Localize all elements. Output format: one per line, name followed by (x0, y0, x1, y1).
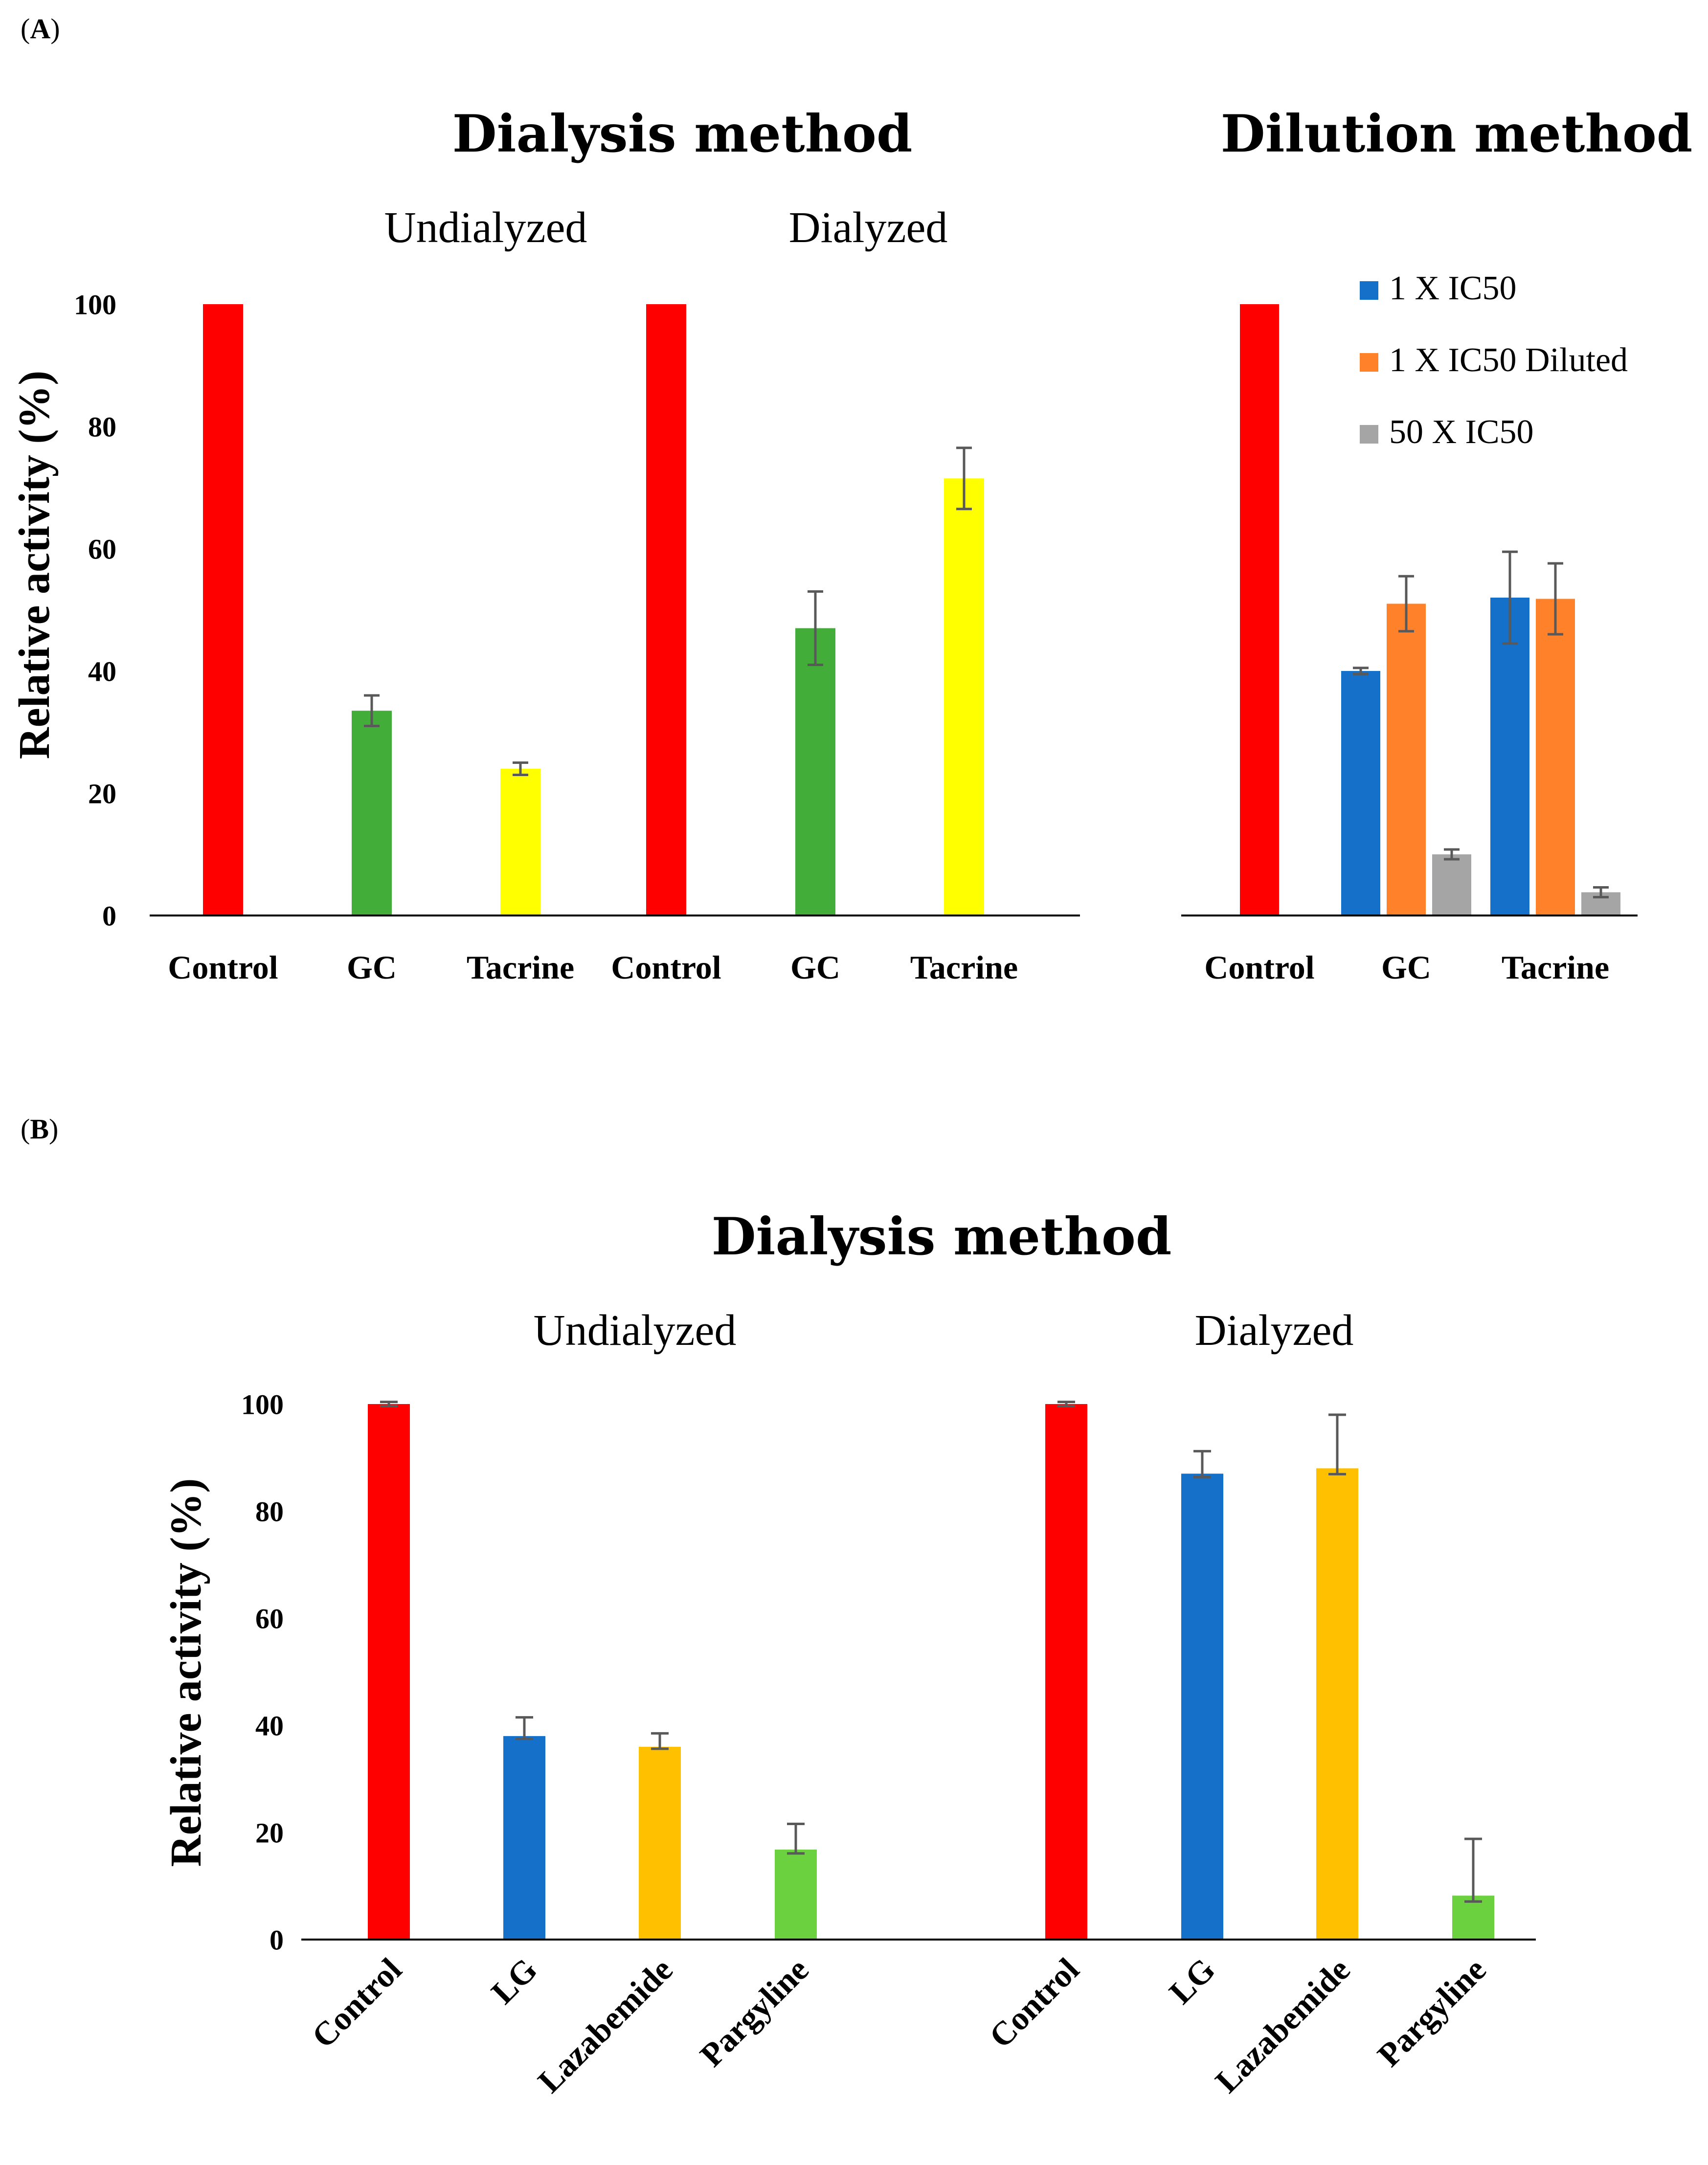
panel-label-a: (A) (21, 13, 60, 45)
y-tick-80: 80 (88, 411, 116, 443)
y-tick-labels: 0 20 40 60 80 100 (74, 289, 116, 932)
x-tick-tacrine: Tacrine (1502, 949, 1609, 986)
legend: 1 X IC50 1 X IC50 Diluted 50 X IC50 (1360, 269, 1628, 451)
x-tick-control-4: Control (982, 1951, 1086, 2055)
x-tick-tacrine-2: Tacrine (467, 949, 574, 986)
x-tick-gc-4: GC (790, 949, 840, 986)
bar-gc-50-x-ic50 (1432, 854, 1471, 915)
legend-label-1x-ic50: 1 X IC50 (1389, 269, 1517, 307)
bar-lazabemide-2 (639, 1746, 681, 1940)
bar-control-0 (203, 304, 243, 915)
x-tick-control-0: Control (168, 949, 278, 986)
legend-swatch-1x-ic50-diluted (1360, 353, 1378, 372)
bar-gc-1-x-ic50 (1341, 671, 1380, 915)
bar-control-3 (646, 304, 686, 915)
x-tick-control: Control (1204, 949, 1314, 986)
bar-tacrine-1-x-ic50 (1490, 598, 1529, 915)
group-label-dialyzed: Dialyzed (1195, 1306, 1354, 1355)
y-tick-40: 40 (88, 655, 116, 687)
chart-a-dilution: Dilution method Control GC Tacrine 1 X IC5… (1181, 103, 1692, 986)
y-tick-0: 0 (102, 900, 116, 932)
bar-lg-1 (503, 1736, 545, 1940)
y-axis-label: Relative activity (%) (162, 1478, 210, 1867)
bar-gc-1 (352, 711, 392, 915)
x-tick-labels: Control GC Tacrine Control GC Tacrine (168, 949, 1018, 986)
x-tick-labels: Control GC Tacrine (1204, 949, 1609, 986)
x-tick-lg-1: LG (484, 1951, 544, 2011)
x-tick-lazabemide-6: Lazabemide (1208, 1951, 1357, 2100)
bar-control-0 (368, 1404, 410, 1940)
bars (203, 304, 984, 915)
bar-pargyline-7 (1452, 1896, 1494, 1940)
y-tick-100: 100 (74, 289, 116, 320)
y-tick-60: 60 (88, 533, 116, 565)
group-label-undialyzed: Undialyzed (534, 1306, 737, 1355)
x-tick-pargyline-7: Pargyline (1370, 1951, 1493, 2074)
legend-swatch-1x-ic50 (1360, 281, 1378, 300)
x-tick-gc: GC (1381, 949, 1431, 986)
group-label-dialyzed: Dialyzed (789, 203, 948, 252)
x-tick-pargyline-3: Pargyline (693, 1951, 815, 2074)
bars (368, 1401, 1494, 1940)
y-axis-label: Relative activity (%) (10, 371, 59, 759)
bar-pargyline-3 (775, 1850, 817, 1940)
y-tick-60: 60 (255, 1603, 284, 1634)
bar-tacrine-5 (944, 478, 984, 915)
y-tick-20: 20 (88, 778, 116, 809)
chart-a-dilution-title: Dilution method (1221, 103, 1693, 164)
bars (1240, 304, 1620, 915)
legend-swatch-50x-ic50 (1360, 425, 1378, 444)
bar-lg-5 (1181, 1473, 1223, 1940)
y-tick-100: 100 (241, 1388, 284, 1420)
legend-label-1x-ic50-diluted: 1 X IC50 Diluted (1389, 341, 1628, 379)
chart-a-dialysis-title: Dialysis method (452, 103, 913, 164)
chart-b-dialysis: Dialysis method Undialyzed Dialyzed Rela… (162, 1206, 1536, 2100)
bar-tacrine-2 (500, 769, 540, 915)
y-tick-40: 40 (255, 1710, 284, 1741)
x-tick-gc-1: GC (347, 949, 397, 986)
x-tick-tacrine-5: Tacrine (910, 949, 1018, 986)
group-label-undialyzed: Undialyzed (384, 203, 587, 252)
bar-tacrine-1-x-ic50-diluted (1536, 599, 1575, 915)
bar-gc-4 (795, 628, 835, 915)
x-tick-control-0: Control (304, 1951, 408, 2055)
bar-control-4 (1045, 1404, 1087, 1940)
x-tick-lazabemide-2: Lazabemide (531, 1951, 680, 2100)
panel-label-b: (B) (21, 1113, 58, 1145)
bar-control (1240, 304, 1279, 915)
y-tick-80: 80 (255, 1495, 284, 1527)
x-tick-lg-5: LG (1162, 1951, 1222, 2011)
chart-b-dialysis-title: Dialysis method (712, 1206, 1172, 1267)
y-tick-0: 0 (270, 1924, 284, 1956)
y-tick-labels: 0 20 40 60 80 100 (241, 1388, 284, 1956)
y-tick-20: 20 (255, 1817, 284, 1849)
bar-gc-1-x-ic50-diluted (1387, 603, 1426, 915)
chart-a-dialysis: Dialysis method Undialyzed Dialyzed Rela… (10, 103, 1080, 986)
bar-lazabemide-6 (1316, 1468, 1358, 1940)
legend-label-50x-ic50: 50 X IC50 (1389, 413, 1534, 451)
x-tick-control-3: Control (611, 949, 721, 986)
